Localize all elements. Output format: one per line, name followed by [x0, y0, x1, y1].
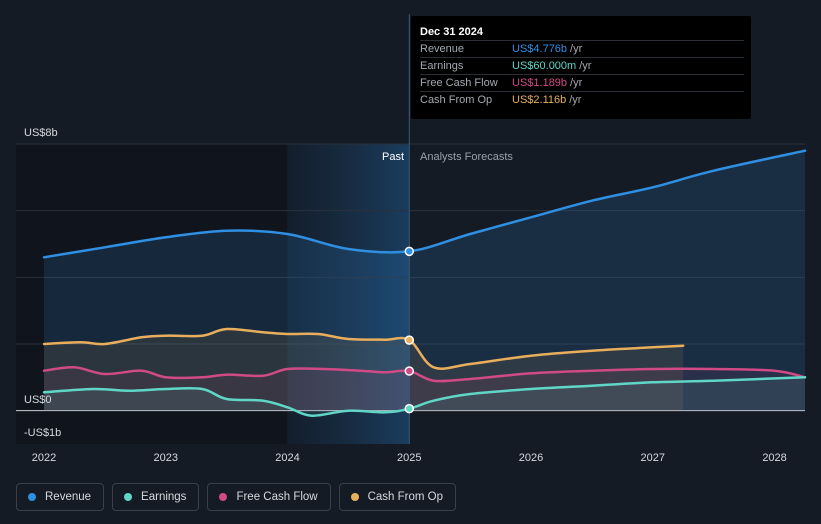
x-tick-label: 2027	[641, 452, 665, 464]
legend-label: Revenue	[45, 491, 92, 503]
tooltip-label: Free Cash Flow	[420, 77, 498, 89]
x-axis-ticks: 2022 2023 2024 2025 2026 2027 2028	[32, 452, 787, 464]
tooltip-markers	[404, 246, 415, 414]
forecast-label: Analysts Forecasts	[420, 151, 513, 163]
cash-from-op-dot-icon	[350, 493, 359, 501]
x-tick-label: 2026	[519, 452, 543, 464]
tooltip-row-revenue: Revenue US$4.776b/yr	[420, 40, 744, 58]
tooltip-value: US$60.000m/yr	[512, 60, 592, 72]
free-cash-flow-dot-icon	[219, 493, 228, 501]
tooltip: Dec 31 2024 Revenue US$4.776b/yr Earning…	[411, 16, 751, 119]
revenue-area	[44, 150, 805, 411]
x-tick-label: 2022	[32, 452, 56, 464]
tooltip-label: Earnings	[420, 60, 464, 72]
revenue-dot-icon	[28, 493, 36, 501]
x-tick-label: 2024	[275, 452, 299, 464]
tooltip-row-earnings: Earnings US$60.000m/yr	[420, 57, 744, 75]
tooltip-value: US$1.189b/yr	[512, 77, 583, 89]
revenue-marker	[404, 246, 415, 257]
legend-label: Cash From Op	[367, 491, 444, 503]
gridlines	[16, 143, 805, 412]
y-label-bottom: -US$1b	[24, 427, 61, 439]
legend: Revenue Earnings Free Cash Flow Cash Fro…	[16, 483, 464, 511]
past-label: Past	[382, 151, 404, 163]
legend-label: Earnings	[141, 491, 187, 503]
tooltip-row-free-cash-flow: Free Cash Flow US$1.189b/yr	[420, 74, 744, 92]
tooltip-label: Cash From Op	[420, 94, 493, 106]
x-tick-label: 2028	[762, 452, 786, 464]
tooltip-value: US$4.776b/yr	[512, 43, 583, 55]
free-cash-flow-line	[42, 366, 807, 383]
earnings-marker	[404, 403, 415, 414]
earnings-line	[42, 376, 807, 417]
legend-item-revenue[interactable]: Revenue	[16, 483, 105, 511]
tooltip-row-cash-from-op: Cash From Op US$2.116b/yr	[420, 91, 744, 109]
legend-item-earnings[interactable]: Earnings	[112, 483, 200, 511]
legend-item-free-cash-flow[interactable]: Free Cash Flow	[207, 483, 331, 511]
tooltip-date: Dec 31 2024	[420, 26, 483, 38]
legend-item-cash-from-op[interactable]: Cash From Op	[338, 483, 457, 511]
tooltip-value: US$2.116b/yr	[512, 94, 582, 106]
y-label-zero: US$0	[24, 394, 52, 406]
free-cash-flow-marker	[404, 366, 415, 376]
cash-from-op-marker	[404, 335, 415, 345]
x-tick-label: 2025	[397, 452, 421, 464]
cash-from-op-line	[42, 327, 685, 370]
tooltip-label: Revenue	[420, 43, 465, 55]
x-tick-label: 2023	[154, 452, 178, 464]
earnings-area	[44, 377, 805, 416]
highlight-band	[287, 144, 410, 444]
earnings-dot-icon	[124, 493, 133, 501]
legend-label: Free Cash Flow	[236, 491, 318, 503]
y-label-top: US$8b	[24, 127, 58, 139]
